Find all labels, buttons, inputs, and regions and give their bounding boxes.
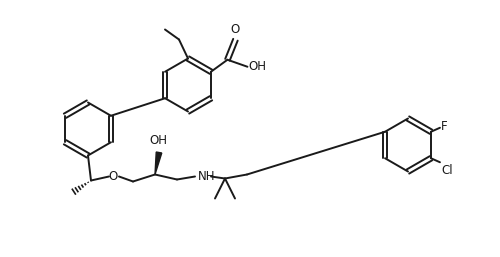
Text: F: F — [441, 120, 448, 133]
Text: NH: NH — [198, 170, 216, 183]
Text: OH: OH — [149, 134, 167, 148]
Text: O: O — [108, 170, 118, 183]
Text: OH: OH — [248, 60, 266, 73]
Text: O: O — [231, 23, 240, 36]
Text: Cl: Cl — [441, 164, 452, 177]
Polygon shape — [155, 152, 162, 175]
